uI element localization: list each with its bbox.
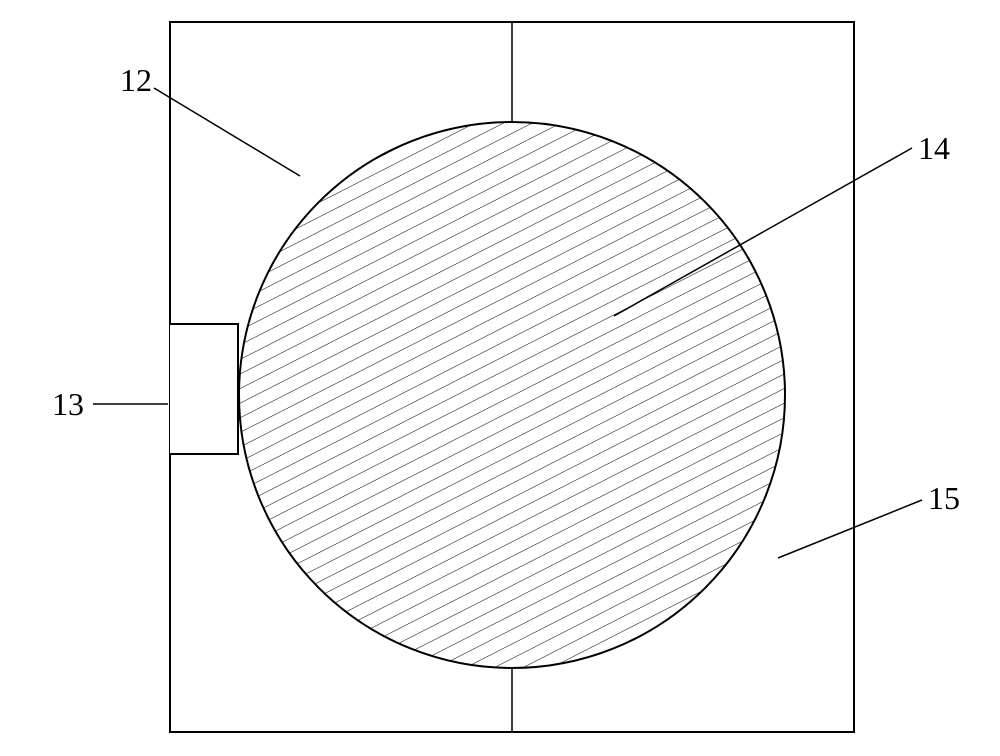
- label-12: 12: [120, 62, 152, 99]
- label-14: 14: [918, 130, 950, 167]
- diagram-svg: [0, 0, 1000, 756]
- diagram-stage: [0, 0, 1000, 756]
- leader-l12: [154, 88, 300, 176]
- leader-l15: [778, 500, 922, 558]
- label-13: 13: [52, 386, 84, 423]
- side-latch: [170, 324, 238, 454]
- label-15: 15: [928, 480, 960, 517]
